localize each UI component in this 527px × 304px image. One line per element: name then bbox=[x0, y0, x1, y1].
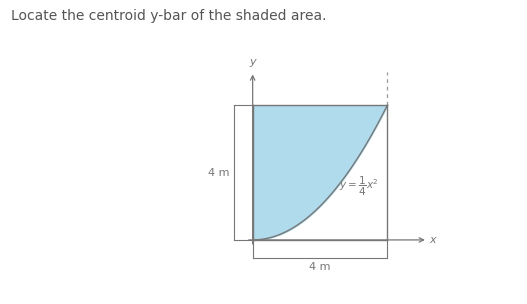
Text: y: y bbox=[249, 57, 256, 67]
Text: $y = \dfrac{1}{4}x^2$: $y = \dfrac{1}{4}x^2$ bbox=[338, 174, 378, 198]
Text: 4 m: 4 m bbox=[208, 168, 229, 178]
Text: x: x bbox=[430, 235, 436, 245]
Text: 4 m: 4 m bbox=[309, 262, 331, 272]
Text: Locate the centroid y-bar of the shaded area.: Locate the centroid y-bar of the shaded … bbox=[11, 9, 326, 23]
